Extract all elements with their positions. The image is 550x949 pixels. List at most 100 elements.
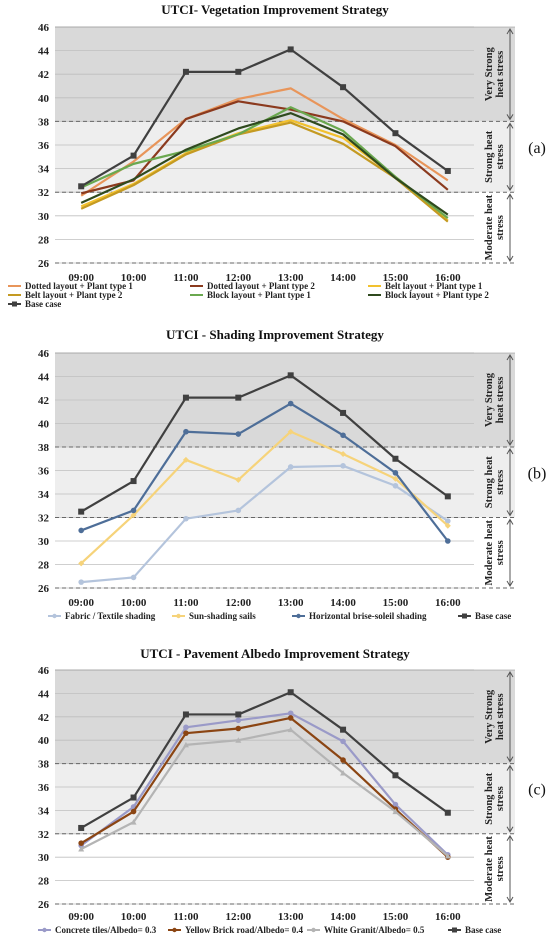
series-line-4 <box>80 691 449 829</box>
x-tick-label: 11:00 <box>173 911 199 923</box>
y-tick-label: 30 <box>38 536 50 548</box>
data-point <box>130 574 137 581</box>
y-tick-label: 28 <box>38 876 50 888</box>
chart-title: UTCI - Shading Improvement Strategy <box>166 327 384 342</box>
chart-title: UTCI- Vegetation Improvement Strategy <box>161 2 389 17</box>
y-tick-label: 36 <box>38 140 50 152</box>
y-tick-label: 28 <box>38 234 50 246</box>
data-point <box>182 68 189 75</box>
data-point <box>183 724 189 731</box>
data-point <box>78 824 85 831</box>
legend-marker <box>42 927 47 933</box>
y-tick-label: 44 <box>38 46 50 58</box>
band-label: Very Strongheat stress <box>484 372 506 427</box>
x-tick-label: 12:00 <box>225 597 251 609</box>
legend-label: Yellow Brick road/Albedo= 0.4 <box>185 925 303 935</box>
data-point <box>235 725 242 732</box>
y-tick-label: 46 <box>38 665 50 677</box>
data-point <box>444 167 451 174</box>
x-tick-label: 14:00 <box>330 911 356 923</box>
chart-panel-1: UTCI- Vegetation Improvement Strategy 26 2… <box>8 2 546 309</box>
data-point <box>340 432 346 439</box>
data-point <box>183 515 189 522</box>
y-tick-label: 32 <box>38 513 50 525</box>
y-tick-label: 34 <box>38 164 50 176</box>
data-point <box>78 846 85 852</box>
data-point <box>78 560 85 567</box>
data-point <box>78 579 84 585</box>
y-tick-label: 32 <box>38 829 50 841</box>
data-point <box>130 152 137 159</box>
x-tick-label: 11:00 <box>173 597 199 609</box>
y-tick-label: 36 <box>38 466 50 478</box>
panel-label: (a) <box>528 140 546 157</box>
data-point <box>235 476 242 483</box>
band-arrow-head <box>506 826 514 833</box>
y-tick-label: 46 <box>38 348 50 360</box>
chart-title: UTCI - Pavement Albedo Improvement Strat… <box>140 646 410 661</box>
data-point <box>392 470 399 476</box>
legend-label: Concrete tiles/Albedo= 0.3 <box>55 925 157 935</box>
x-tick-label: 15:00 <box>383 272 409 284</box>
band-arrow-head <box>506 448 514 455</box>
data-point <box>444 853 451 859</box>
data-point <box>340 769 347 776</box>
data-point <box>392 475 399 482</box>
x-tick-label: 10:00 <box>121 597 147 609</box>
x-tick-label: 14:00 <box>330 597 356 609</box>
x-tick-label: 10:00 <box>121 911 147 923</box>
data-point <box>130 478 137 485</box>
data-point <box>392 808 399 815</box>
legend-label: Sun-shading sails <box>189 611 256 621</box>
legend-label: Dotted layout + Plant type 2 <box>207 281 315 291</box>
y-tick-label: 44 <box>38 688 50 700</box>
data-point <box>235 507 242 514</box>
data-point <box>444 809 451 816</box>
data-point <box>287 372 294 379</box>
legend-marker <box>52 613 57 619</box>
band-arrow-head <box>506 184 514 192</box>
data-point <box>392 455 399 462</box>
data-point <box>444 522 451 529</box>
data-point <box>235 68 242 75</box>
legend-label: Block layout + Plant type 1 <box>207 290 311 300</box>
heat-band-3 <box>55 192 515 263</box>
y-tick-label: 30 <box>38 852 50 864</box>
panel-label: (b) <box>528 465 547 482</box>
band-arrow-head <box>506 439 514 446</box>
data-point <box>130 794 137 801</box>
y-tick-label: 42 <box>38 69 50 81</box>
data-point <box>340 738 346 745</box>
data-point <box>78 183 85 190</box>
band-label: Moderate heatstress <box>484 519 506 585</box>
data-point <box>444 493 451 500</box>
legend-marker <box>176 613 181 619</box>
legend-label: White Granit/Albedo= 0.5 <box>324 925 425 935</box>
data-point <box>340 409 347 416</box>
x-tick-label: 16:00 <box>435 911 461 923</box>
data-point <box>235 431 242 437</box>
series-line-3 <box>80 728 449 857</box>
data-point <box>287 710 294 717</box>
data-point <box>78 508 85 515</box>
legend-label: Belt layout + Plant type 1 <box>385 281 483 291</box>
data-point <box>130 512 137 519</box>
legend-marker <box>452 927 457 933</box>
data-point <box>130 808 137 815</box>
x-tick-label: 16:00 <box>435 272 461 284</box>
data-point <box>340 757 346 763</box>
data-point <box>392 772 399 779</box>
y-tick-label: 46 <box>38 22 50 34</box>
legend-label: Belt layout + Plant type 2 <box>25 290 123 300</box>
legend-label: Dotted layout + Plant type 1 <box>25 281 133 291</box>
data-point <box>235 737 242 743</box>
data-point <box>287 726 294 733</box>
y-tick-label: 26 <box>38 258 50 270</box>
data-point <box>183 730 189 736</box>
data-point <box>130 507 137 514</box>
band-arrow-head <box>506 834 514 842</box>
y-tick-label: 28 <box>38 560 50 572</box>
band-label: Strong heatstress <box>484 456 506 509</box>
x-tick-label: 11:00 <box>173 272 199 284</box>
data-point <box>182 394 189 401</box>
